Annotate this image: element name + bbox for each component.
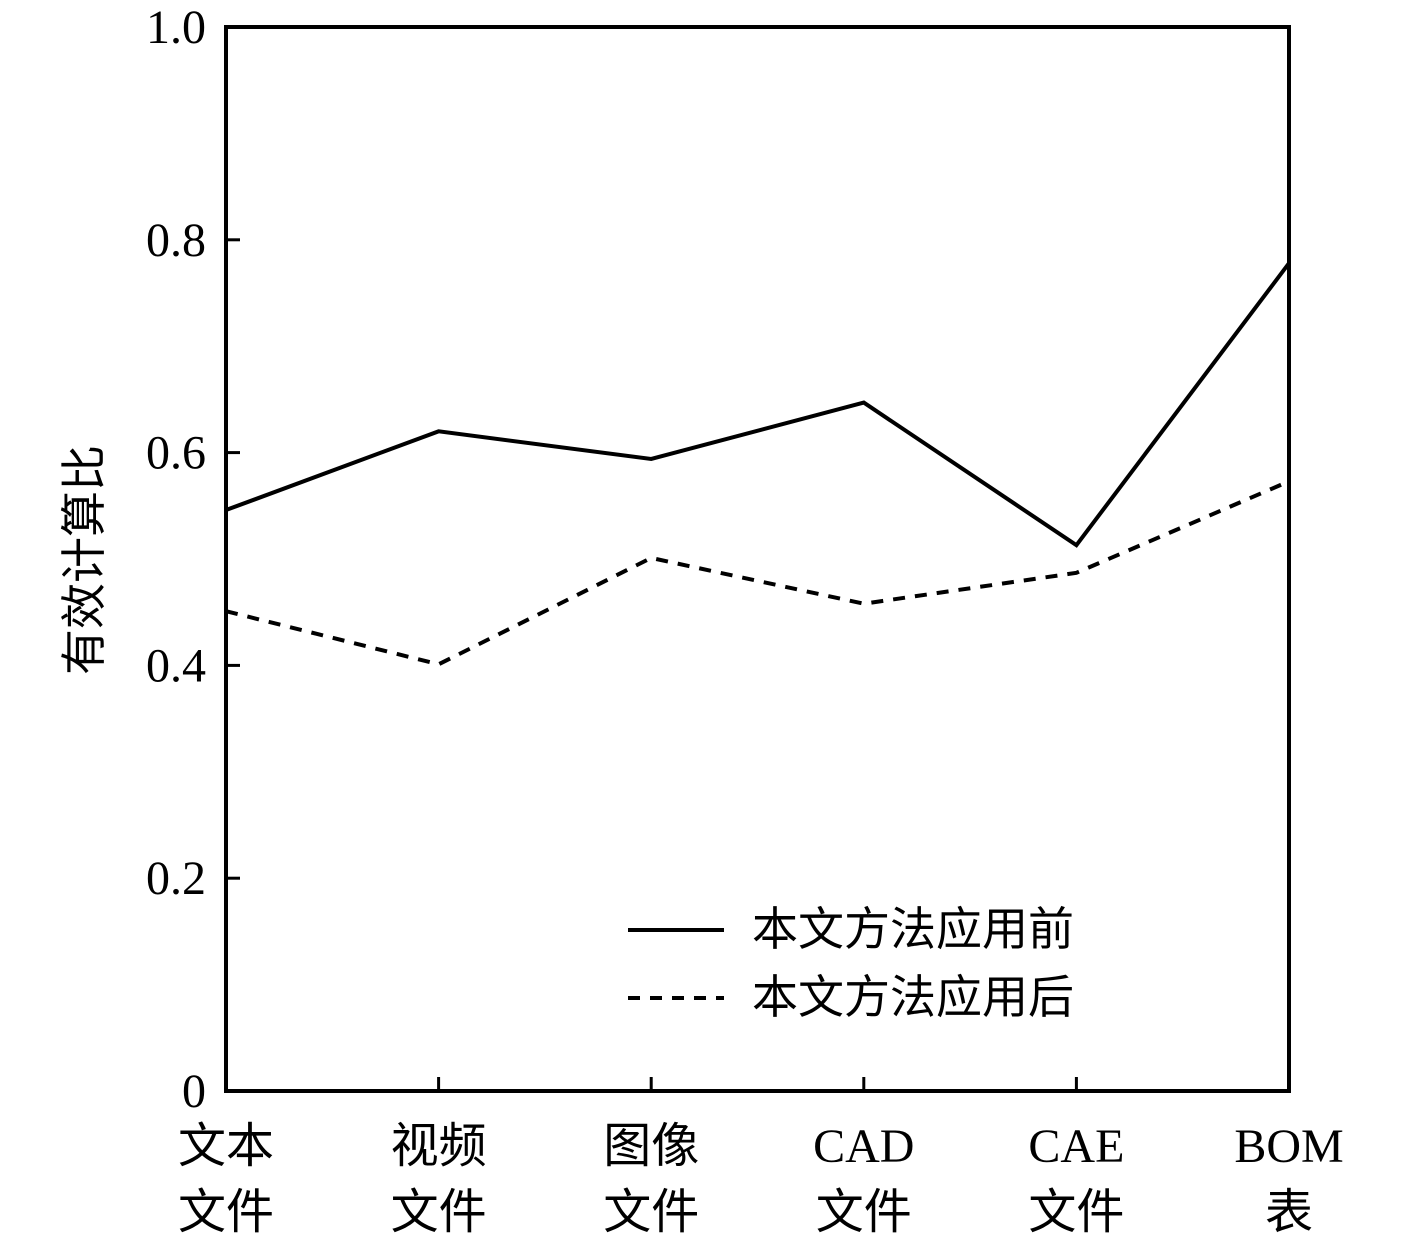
x-tick-label: 文件 (1028, 1186, 1124, 1239)
legend-label-before: 本文方法应用前 (752, 902, 1074, 956)
x-tick-label: 视频 (391, 1120, 487, 1173)
x-tick-label: 文本 (178, 1120, 274, 1173)
x-tick-label: 文件 (816, 1186, 912, 1239)
y-tick-label: 0.2 (146, 852, 206, 905)
x-tick-label: 文件 (391, 1186, 487, 1239)
x-tick-label: 图像 (603, 1120, 699, 1173)
legend-label-after: 本文方法应用后 (752, 970, 1074, 1024)
series-lines (225, 262, 1291, 667)
x-tick-label: CAD (813, 1120, 914, 1173)
y-axis-title: 有效计算比 (57, 445, 111, 675)
x-tick-label: BOM (1234, 1120, 1343, 1173)
plot-frame (224, 25, 1291, 1093)
x-tick-label: 文件 (603, 1186, 699, 1239)
legend: 本文方法应用前 本文方法应用后 (628, 902, 1074, 1024)
y-axis: 0 0.2 0.4 0.6 0.8 1.0 (146, 1, 240, 1118)
series-line-after (225, 479, 1290, 667)
y-tick-label: 0 (182, 1065, 206, 1118)
y-tick-label: 0.6 (146, 427, 206, 480)
y-tick-label: 0.4 (146, 639, 206, 692)
x-tick-label: 文件 (178, 1186, 274, 1239)
y-tick-label: 0.8 (146, 214, 206, 267)
x-tick-label: 表 (1265, 1186, 1313, 1239)
x-tick-label: CAE (1028, 1120, 1124, 1173)
series-line-before (225, 262, 1291, 548)
y-tick-label: 1.0 (146, 1, 206, 54)
